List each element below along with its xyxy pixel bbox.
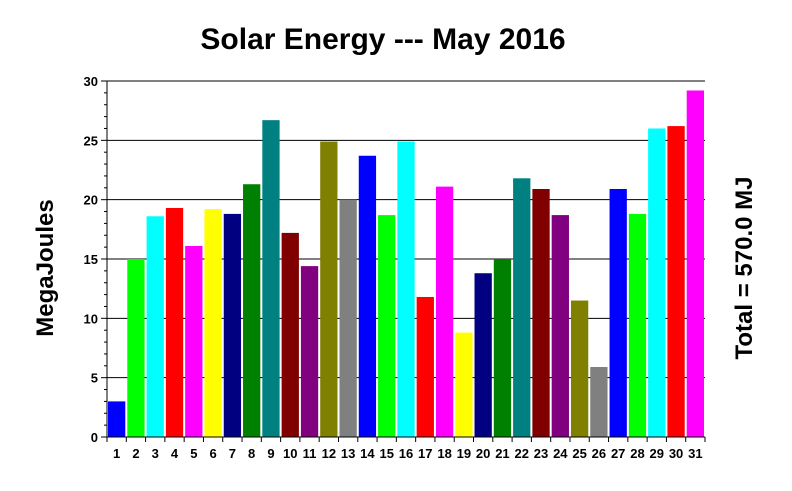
bar-day-3 bbox=[146, 216, 164, 437]
bar-day-21 bbox=[493, 259, 512, 437]
x-tick-label: 10 bbox=[283, 446, 297, 461]
y-tick-label: 15 bbox=[84, 252, 98, 267]
y-tick-label: 10 bbox=[84, 311, 98, 326]
x-tick-label: 29 bbox=[650, 446, 664, 461]
bar-day-14 bbox=[358, 155, 377, 437]
bars bbox=[108, 90, 704, 438]
x-tick-labels: 1 2 3 4 5 6 7 8 9 10 11 12 13 14 15 16 17 18 19 20 21 22 23 24 2… bbox=[113, 446, 703, 461]
x-tick-label: 31 bbox=[688, 446, 702, 461]
bar-day-28 bbox=[628, 213, 647, 437]
bar-day-7 bbox=[223, 213, 242, 437]
bar-day-24 bbox=[551, 215, 569, 437]
x-tick-label: 8 bbox=[248, 446, 255, 461]
bar-day-6 bbox=[204, 209, 222, 437]
bar-day-29 bbox=[648, 128, 666, 437]
bar-day-13 bbox=[339, 199, 357, 437]
y-tick-label: 20 bbox=[84, 193, 98, 208]
axes bbox=[101, 80, 706, 442]
x-tick-label: 24 bbox=[553, 446, 568, 461]
x-tick-label: 17 bbox=[418, 446, 432, 461]
bar-day-11 bbox=[300, 266, 319, 437]
x-tick-label: 9 bbox=[267, 446, 274, 461]
bar-day-17 bbox=[416, 296, 434, 437]
x-tick-label: 5 bbox=[190, 446, 197, 461]
x-tick-label: 18 bbox=[437, 446, 451, 461]
x-tick-label: 3 bbox=[152, 446, 159, 461]
bar-day-16 bbox=[397, 141, 415, 437]
bar-day-27 bbox=[609, 188, 627, 437]
x-tick-label: 7 bbox=[229, 446, 236, 461]
x-tick-label: 27 bbox=[611, 446, 625, 461]
x-tick-label: 23 bbox=[534, 446, 548, 461]
x-tick-label: 13 bbox=[341, 446, 355, 461]
bar-day-8 bbox=[243, 184, 261, 437]
bar-day-9 bbox=[262, 120, 280, 437]
x-tick-label: 30 bbox=[669, 446, 683, 461]
x-tick-label: 15 bbox=[379, 446, 393, 461]
bar-day-30 bbox=[667, 126, 685, 438]
y-tick-label: 25 bbox=[84, 133, 98, 148]
bar-day-25 bbox=[570, 300, 589, 437]
bar-day-10 bbox=[281, 232, 299, 437]
bar-day-22 bbox=[513, 178, 531, 437]
x-tick-label: 2 bbox=[132, 446, 139, 461]
bar-day-5 bbox=[185, 245, 203, 437]
x-tick-label: 28 bbox=[630, 446, 644, 461]
bar-day-19 bbox=[455, 332, 473, 437]
x-tick-label: 22 bbox=[515, 446, 529, 461]
chart-title: Solar Energy --- May 2016 bbox=[200, 23, 565, 56]
x-tick-label: 16 bbox=[399, 446, 413, 461]
y-tick-label: 0 bbox=[91, 430, 98, 445]
y-tick-label: 30 bbox=[84, 74, 98, 89]
bar-day-2 bbox=[127, 259, 145, 437]
x-tick-label: 1 bbox=[113, 446, 120, 461]
x-tick-label: 4 bbox=[171, 446, 179, 461]
y-tick-label: 5 bbox=[91, 371, 98, 386]
total-label: Total = 570.0 MJ bbox=[731, 177, 758, 360]
bar-day-26 bbox=[590, 366, 608, 437]
y-axis-label: MegaJoules bbox=[32, 199, 59, 336]
x-tick-label: 19 bbox=[457, 446, 471, 461]
bar-day-12 bbox=[320, 141, 338, 437]
x-tick-label: 12 bbox=[322, 446, 336, 461]
x-tick-label: 14 bbox=[360, 446, 375, 461]
y-tick-labels: 0 5 10 15 20 25 30 bbox=[84, 74, 98, 445]
x-tick-label: 26 bbox=[592, 446, 606, 461]
bar-day-4 bbox=[165, 207, 184, 437]
bar-day-18 bbox=[435, 186, 454, 437]
x-tick-label: 21 bbox=[495, 446, 509, 461]
x-tick-label: 6 bbox=[209, 446, 216, 461]
x-tick-label: 25 bbox=[572, 446, 586, 461]
bar-day-31 bbox=[686, 90, 704, 437]
x-tick-label: 11 bbox=[303, 446, 317, 461]
bar-day-15 bbox=[378, 215, 396, 437]
bar-day-1 bbox=[108, 401, 126, 437]
bar-day-23 bbox=[532, 188, 550, 437]
x-tick-label: 20 bbox=[476, 446, 490, 461]
bar-day-20 bbox=[474, 273, 492, 437]
